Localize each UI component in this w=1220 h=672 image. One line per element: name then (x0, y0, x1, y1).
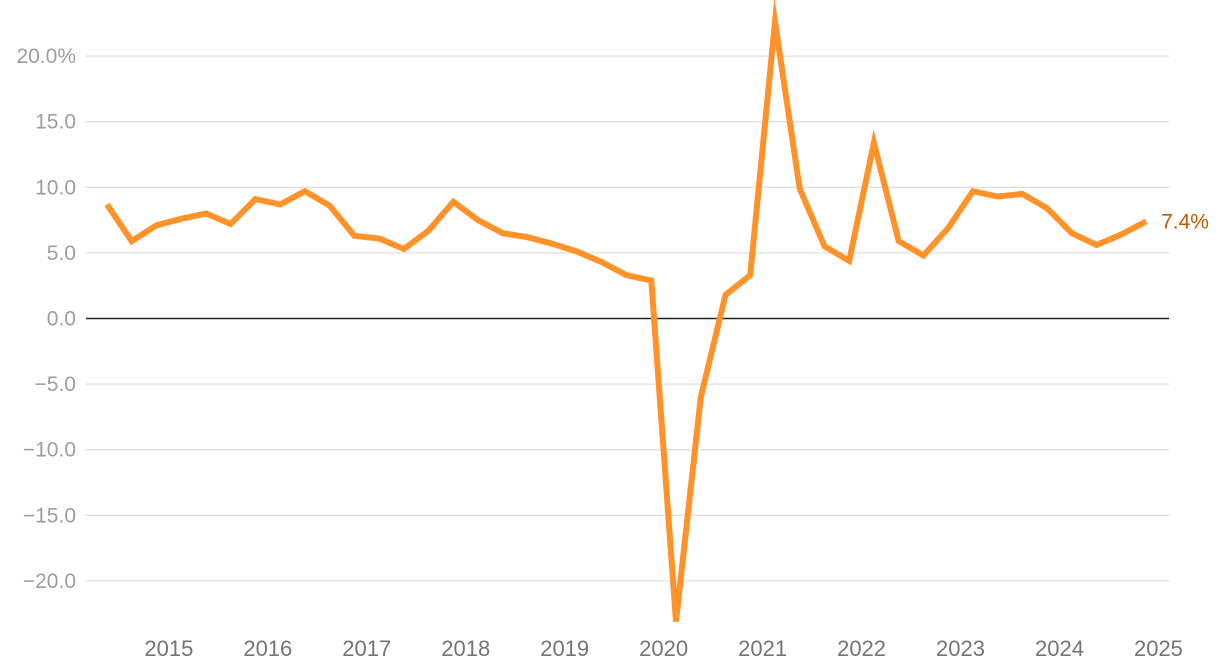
data-point (1094, 243, 1099, 248)
y-tick-label: 0.0 (47, 308, 76, 331)
data-point (1045, 206, 1050, 211)
data-point (1020, 191, 1025, 196)
y-tick-label: 5.0 (47, 242, 76, 265)
data-point (377, 236, 382, 241)
x-tick-label: 2016 (243, 636, 292, 661)
data-point (129, 239, 134, 244)
data-point (401, 247, 406, 252)
data-point (204, 211, 209, 216)
data-point (500, 231, 505, 236)
data-point (105, 202, 110, 207)
x-tick-label: 2019 (540, 636, 589, 661)
data-point (822, 244, 827, 249)
y-tick-label: −10.0 (23, 439, 76, 462)
gridlines (86, 55, 1169, 582)
x-tick-label: 2023 (936, 636, 985, 661)
x-tick-label: 2024 (1035, 636, 1084, 661)
data-point (550, 241, 555, 246)
x-axis-tick-labels: 2015 2016 2017 2018 2019 2020 2021 2022 2023 2024… (144, 636, 1183, 661)
data-point (352, 233, 357, 238)
y-tick-label: −20.0 (23, 570, 76, 593)
series-layer (104, 0, 1149, 624)
data-point (1119, 232, 1124, 237)
y-axis-tick-labels: 20.0% 15.0 10.0 5.0 0.0 −5.0 −10.0 −15.0 −20.0 (16, 45, 76, 593)
data-point (674, 619, 679, 624)
x-tick-label: 2022 (837, 636, 886, 661)
data-point (946, 226, 951, 231)
data-point (797, 186, 802, 191)
x-tick-label: 2018 (441, 636, 490, 661)
data-point (302, 189, 307, 194)
data-point (723, 292, 728, 297)
data-point (476, 218, 481, 223)
data-point (1144, 219, 1149, 224)
data-point (847, 258, 852, 263)
data-point (871, 140, 876, 145)
data-point (698, 395, 703, 400)
data-point (896, 239, 901, 244)
data-point (327, 203, 332, 208)
data-point (624, 273, 629, 278)
x-tick-label: 2021 (738, 636, 787, 661)
data-point (1069, 231, 1074, 236)
y-tick-label: 10.0 (35, 176, 76, 199)
y-tick-label: 20.0% (16, 45, 76, 68)
data-point (921, 253, 926, 258)
x-tick-label: 2020 (639, 636, 688, 661)
data-point (426, 228, 431, 233)
data-point (179, 216, 184, 221)
x-tick-label: 2025 (1134, 636, 1183, 661)
data-point (970, 189, 975, 194)
data-point (649, 278, 654, 283)
data-point (773, 20, 778, 25)
y-tick-label: −15.0 (23, 504, 76, 527)
y-tick-label: 15.0 (35, 111, 76, 134)
data-point (253, 197, 258, 202)
series-line (104, 0, 1148, 622)
data-point (154, 223, 159, 228)
data-point (599, 260, 604, 265)
end-value-label: 7.4% (1161, 210, 1209, 233)
data-point (575, 249, 580, 254)
data-point (525, 235, 530, 240)
y-tick-label: −5.0 (35, 373, 76, 396)
x-tick-label: 2017 (342, 636, 391, 661)
x-tick-label: 2015 (144, 636, 193, 661)
data-point (748, 273, 753, 278)
data-point (278, 202, 283, 207)
data-point (228, 222, 233, 227)
data-point (451, 199, 456, 204)
data-point (995, 194, 1000, 199)
